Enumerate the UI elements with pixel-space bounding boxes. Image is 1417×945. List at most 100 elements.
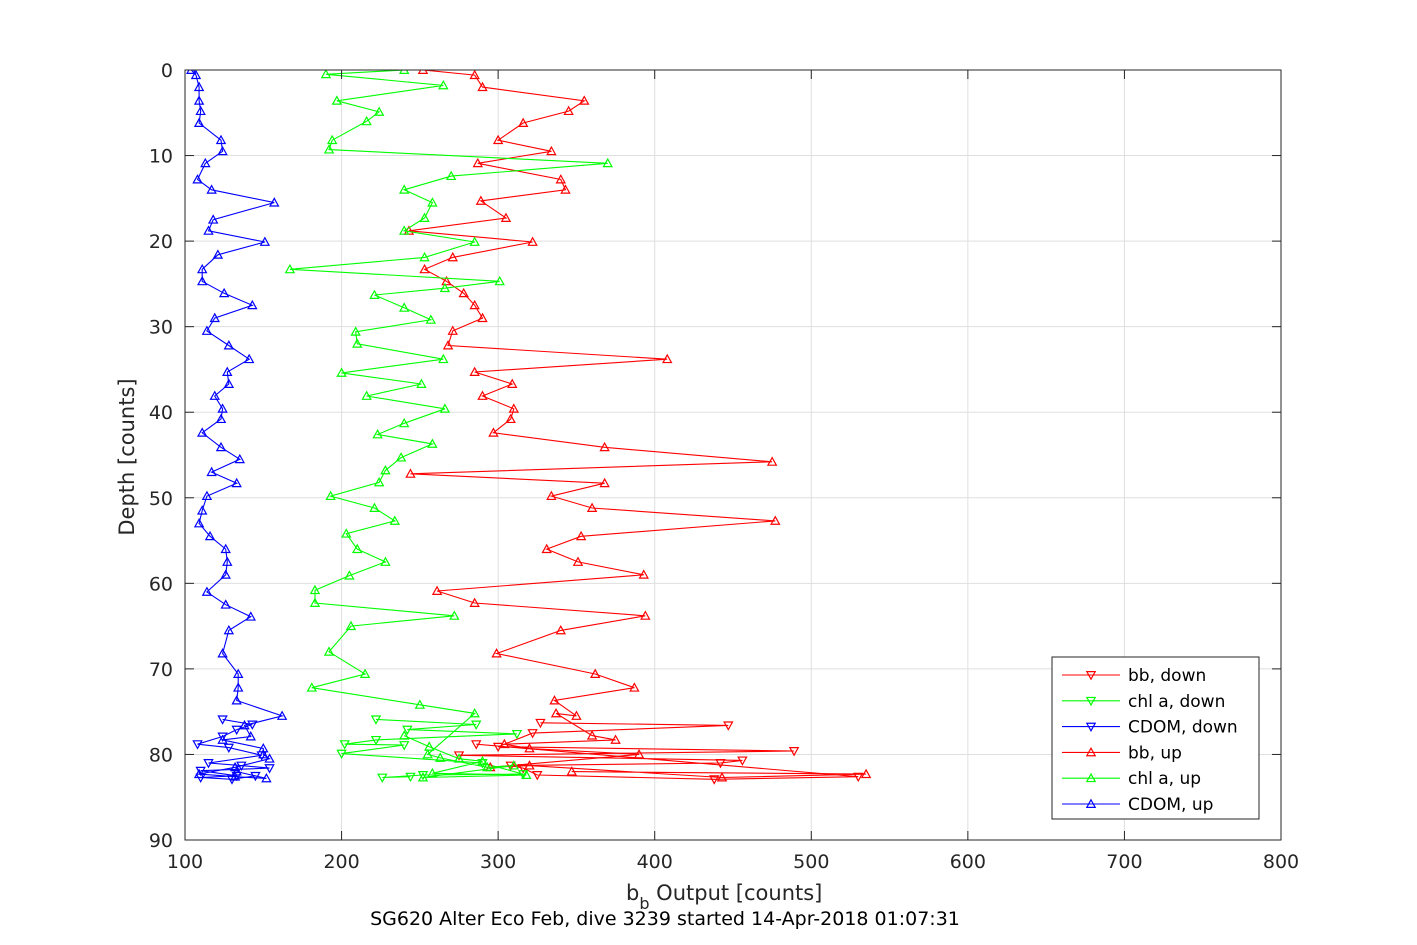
data-point: [417, 70, 429, 74]
tick-marks: [184, 69, 1282, 841]
data-point: [209, 312, 220, 323]
data-point: [527, 729, 538, 739]
data-point: [419, 212, 430, 222]
data-point: [201, 586, 213, 596]
data-point: [549, 695, 560, 705]
x-axis-label-rest: Output [counts]: [650, 881, 823, 905]
legend-marker: [1085, 798, 1097, 808]
legend-label: CDOM, down: [1128, 718, 1238, 738]
data-point: [563, 105, 574, 116]
data-point: [488, 427, 499, 437]
data-point: [546, 490, 557, 501]
data-point: [524, 760, 535, 770]
data-point: [438, 353, 449, 364]
data-point: [445, 170, 457, 181]
data-point: [339, 740, 350, 750]
data-point: [505, 413, 516, 424]
y-tick-label: 0: [161, 60, 173, 82]
y-tick-label: 50: [149, 488, 173, 510]
data-point: [220, 543, 231, 554]
data-point: [217, 734, 228, 744]
series-layer: [186, 70, 872, 785]
data-point: [193, 95, 205, 105]
data-point: [220, 569, 231, 579]
data-point: [469, 70, 480, 80]
data-point: [197, 263, 208, 274]
data-point: [223, 340, 235, 350]
y-tick-label: 90: [149, 830, 173, 852]
data-point: [417, 772, 429, 782]
data-point: [507, 378, 518, 388]
data-point: [217, 145, 228, 156]
series-chl-a-up: [284, 70, 613, 782]
data-point: [320, 70, 332, 79]
data-point: [217, 732, 228, 742]
data-point: [477, 759, 488, 769]
data-point: [336, 367, 347, 377]
data-point: [222, 366, 233, 376]
data-point: [599, 477, 610, 488]
data-point: [231, 725, 242, 736]
data-point: [373, 476, 385, 487]
series-line-bb-up: [408, 70, 867, 779]
data-point: [494, 275, 505, 286]
y-tick-label: 70: [149, 659, 173, 681]
data-point: [541, 543, 552, 554]
data-point: [245, 731, 256, 741]
data-point: [197, 505, 208, 515]
data-point: [398, 184, 410, 194]
data-point: [223, 624, 235, 635]
data-point: [602, 157, 613, 168]
data-point: [860, 768, 872, 779]
legend-label: bb, up: [1128, 743, 1182, 763]
y-axis-label: Depth [counts]: [115, 378, 139, 535]
data-point: [422, 749, 433, 759]
data-point: [222, 556, 233, 566]
legend-marker: [1085, 772, 1097, 783]
data-point: [527, 236, 538, 246]
data-point: [766, 456, 778, 466]
data-point: [323, 144, 335, 154]
data-point: [350, 326, 361, 336]
y-tick-label: 60: [149, 573, 173, 595]
data-point: [352, 338, 363, 348]
data-point: [258, 749, 269, 759]
data-point: [361, 115, 372, 126]
data-point: [217, 648, 228, 658]
legend-entry: CDOM, down: [1062, 718, 1238, 738]
data-point: [508, 403, 520, 413]
data-point: [206, 466, 217, 477]
data-point: [427, 438, 438, 448]
y-tick-label: 30: [149, 317, 173, 339]
data-point: [469, 597, 480, 607]
data-point: [259, 236, 271, 246]
data-point: [402, 725, 413, 736]
data-point: [206, 184, 217, 194]
data-point: [380, 556, 391, 566]
legend-entry: bb, up: [1062, 743, 1182, 763]
data-point: [345, 620, 357, 631]
data-point: [193, 117, 205, 128]
data-point: [492, 134, 504, 145]
data-point: [424, 741, 435, 751]
y-tick-label: 80: [149, 744, 173, 766]
data-point: [638, 569, 649, 579]
y-tick-label: 40: [149, 402, 173, 424]
data-point: [276, 710, 288, 720]
data-point: [572, 556, 584, 566]
data-point: [477, 81, 488, 92]
data-point: [398, 70, 410, 74]
data-point: [425, 314, 437, 324]
series-line-bb-down: [458, 722, 859, 780]
data-point: [405, 468, 416, 478]
data-point: [629, 682, 640, 692]
legend-marker: [1085, 671, 1097, 681]
data-point: [231, 695, 242, 705]
data-point: [359, 668, 371, 678]
legend-label: chl a, down: [1128, 692, 1225, 712]
legend-entry: chl a, up: [1062, 769, 1201, 789]
data-point: [203, 759, 214, 769]
data-point: [441, 275, 452, 286]
data-point: [599, 441, 610, 452]
